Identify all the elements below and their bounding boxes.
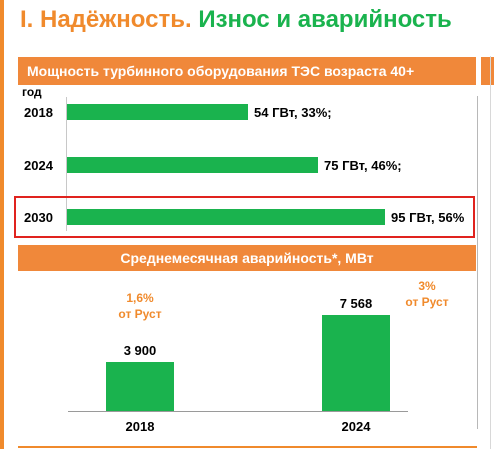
capacity-axis-label: год — [22, 85, 42, 99]
capacity-bar-2030 — [67, 209, 385, 225]
capacity-value-label-2018: 54 ГВт, 33%; — [254, 105, 332, 120]
accident-share-note-2024: 3% от Руст — [405, 279, 449, 309]
capacity-year-label-2018: 2018 — [24, 105, 53, 120]
highlight-2030-frame — [14, 196, 475, 238]
accident-chart-baseline — [68, 411, 408, 412]
capacity-banner-end — [481, 57, 494, 85]
page-title-topic: Износ и аварийность — [198, 6, 452, 33]
accident-chart-title: Среднемесячная аварийность*, МВт — [18, 245, 476, 271]
accident-value-label-2024: 7 568 — [339, 296, 373, 311]
accident-x-tick-2024: 2024 — [341, 419, 371, 434]
capacity-bar-2018 — [67, 104, 248, 120]
panel-border — [490, 56, 491, 449]
accident-x-tick-2018: 2018 — [125, 419, 155, 434]
capacity-axis-line — [66, 97, 67, 231]
panel-divider — [477, 96, 478, 429]
left-accent-bar — [0, 0, 4, 449]
capacity-year-label-2024: 2024 — [24, 158, 53, 173]
accident-share-note-2018: 1,6% от Руст — [118, 291, 162, 321]
capacity-year-label-2030: 2030 — [24, 210, 53, 225]
accident-bar-2018 — [106, 362, 174, 411]
capacity-value-label-2024: 75 ГВт, 46%; — [324, 158, 402, 173]
accident-value-label-2018: 3 900 — [123, 343, 157, 358]
capacity-bar-2024 — [67, 157, 318, 173]
page-title: I. Надёжность. Износ и аварийность — [20, 6, 452, 34]
bottom-accent-line — [18, 446, 477, 448]
page-title-section: I. Надёжность. — [20, 6, 192, 33]
capacity-value-label-2030: 95 ГВт, 56% — [391, 210, 465, 225]
accident-bar-2024 — [322, 315, 390, 411]
capacity-chart-title: Мощность турбинного оборудования ТЭС воз… — [18, 57, 476, 85]
